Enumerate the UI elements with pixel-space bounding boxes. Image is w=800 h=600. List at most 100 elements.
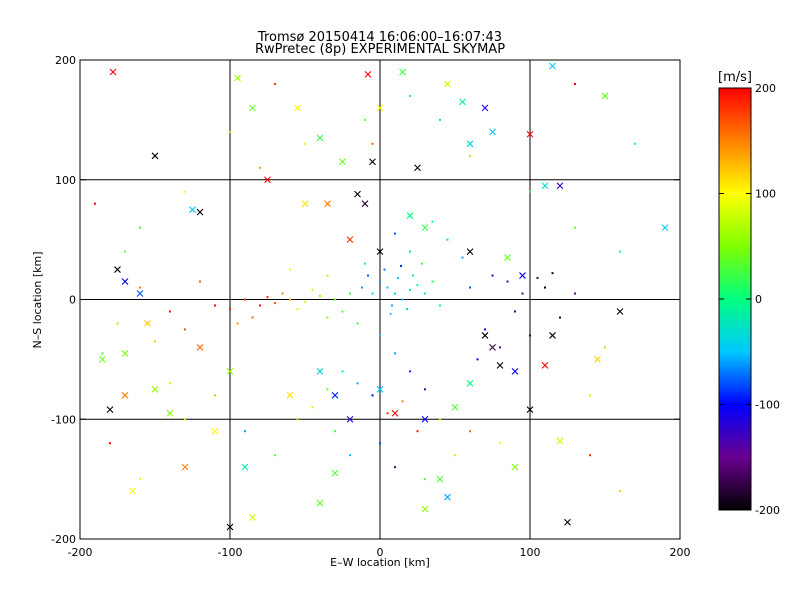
point-dot	[394, 292, 396, 295]
point-dot	[529, 190, 531, 193]
point-dot	[634, 142, 636, 145]
point-dot	[409, 94, 411, 97]
point-dot	[409, 370, 411, 373]
y-axis-label: N–S location [km]	[31, 251, 44, 348]
point-x-marker	[136, 290, 144, 297]
point-dot	[371, 292, 374, 295]
point-x-marker	[151, 385, 159, 393]
point-x-marker	[466, 248, 474, 255]
point-dot	[341, 370, 344, 373]
point-dot	[139, 286, 141, 289]
point-x-marker	[519, 272, 526, 279]
point-dot	[461, 256, 464, 259]
point-dot	[484, 328, 486, 331]
point-dot	[169, 382, 171, 385]
point-dot	[109, 442, 111, 445]
point-x-marker	[369, 158, 376, 166]
point-dot	[364, 262, 366, 265]
x-axis-label: E–W location [km]	[330, 556, 430, 569]
y-tick-label: -200	[51, 533, 76, 546]
point-x-marker	[594, 355, 601, 363]
colorbar	[718, 87, 752, 511]
y-tick-label: -100	[51, 413, 76, 426]
point-dot	[304, 300, 306, 303]
point-x-marker	[189, 206, 196, 214]
point-dot	[371, 394, 374, 397]
point-dot	[431, 220, 434, 223]
point-dot	[289, 298, 291, 301]
colorbar-tick-label: 100	[755, 188, 776, 201]
point-x-marker	[121, 349, 129, 357]
point-dot	[389, 312, 392, 315]
point-dot	[416, 430, 419, 433]
point-dot	[401, 298, 404, 301]
point-x-marker	[376, 248, 384, 255]
point-dot	[244, 298, 246, 301]
point-x-marker	[226, 523, 234, 531]
point-dot	[439, 118, 441, 121]
point-dot	[391, 304, 393, 307]
point-x-marker	[376, 104, 384, 112]
point-dot	[401, 400, 404, 403]
point-dot	[244, 430, 246, 433]
point-dot	[326, 316, 329, 319]
point-x-marker	[234, 74, 241, 82]
point-dot	[529, 334, 531, 337]
point-dot	[296, 418, 299, 421]
point-dot	[361, 286, 363, 289]
point-x-marker	[466, 140, 474, 148]
point-dot	[367, 274, 369, 277]
point-dot	[319, 294, 321, 297]
colorbar-tick-label: 200	[755, 82, 776, 95]
point-x-marker	[616, 308, 624, 315]
colorbar-unit-label: [m/s]	[718, 70, 752, 85]
x-tick-label: -200	[68, 546, 93, 559]
point-x-marker	[316, 367, 324, 375]
point-x-marker	[151, 152, 159, 160]
point-dot	[116, 322, 119, 325]
point-dot	[184, 418, 186, 421]
point-x-marker	[121, 391, 129, 399]
point-dot	[409, 288, 411, 291]
point-dot	[266, 296, 269, 299]
point-x-marker	[549, 62, 556, 70]
colorbar-tick-label: -200	[755, 504, 780, 517]
point-x-marker	[406, 212, 414, 220]
point-dot	[386, 412, 389, 415]
point-dot	[421, 262, 423, 265]
point-dot	[412, 274, 414, 277]
point-dot	[199, 280, 201, 283]
x-tick-label: 0	[377, 546, 384, 559]
point-x-marker	[331, 469, 339, 477]
point-x-marker	[511, 463, 519, 471]
y-tick-label: 200	[55, 54, 76, 67]
point-dot	[326, 274, 329, 277]
point-x-marker	[526, 406, 534, 414]
point-x-marker	[489, 344, 496, 351]
point-x-marker	[144, 320, 151, 327]
point-dot	[169, 310, 171, 313]
point-dot	[574, 226, 576, 229]
point-dot	[274, 454, 276, 457]
point-x-marker	[226, 367, 234, 375]
point-dot	[154, 340, 156, 343]
point-x-marker	[549, 332, 556, 339]
point-x-marker	[556, 182, 564, 190]
point-dot	[551, 272, 554, 275]
point-x-marker	[129, 487, 136, 495]
y-tick-label: 100	[55, 174, 76, 187]
point-dot	[274, 302, 276, 305]
point-dot	[394, 232, 396, 235]
point-dot	[514, 310, 516, 313]
point-dot	[454, 454, 456, 457]
point-dot	[184, 190, 186, 193]
point-dot	[386, 286, 389, 289]
point-x-marker	[541, 361, 549, 369]
point-x-marker	[459, 98, 466, 106]
point-x-marker	[316, 134, 324, 142]
point-x-marker	[421, 505, 429, 513]
point-x-marker	[109, 68, 117, 76]
point-x-marker	[294, 104, 301, 112]
point-x-marker	[466, 379, 474, 387]
